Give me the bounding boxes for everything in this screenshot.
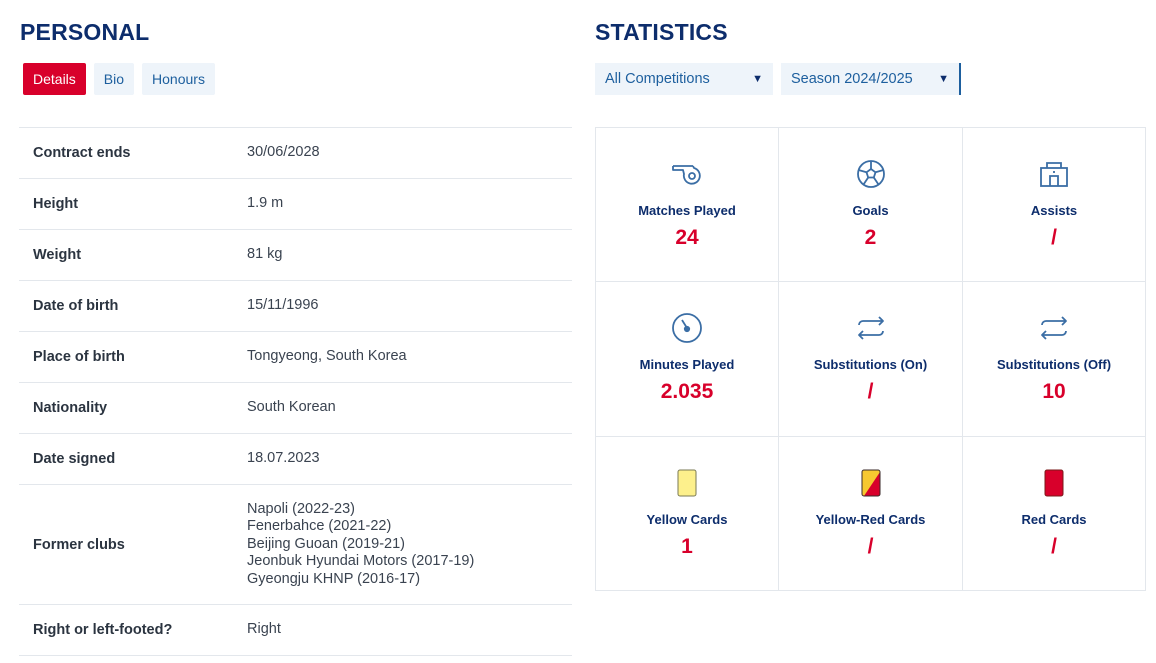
stat-label: Red Cards bbox=[1021, 512, 1087, 527]
stat-value: / bbox=[867, 380, 874, 403]
detail-label: Contract ends bbox=[33, 145, 131, 161]
red-card-icon bbox=[1038, 467, 1070, 499]
season-select[interactable]: Season 2024/2025 ▼ bbox=[781, 63, 961, 95]
substitution-icon bbox=[1038, 312, 1070, 344]
stat-value: / bbox=[1051, 226, 1057, 249]
stat-label: Goals bbox=[852, 203, 889, 218]
whistle-icon bbox=[671, 158, 703, 190]
statistics-filters: All Competitions ▼ Season 2024/2025 ▼ bbox=[595, 63, 961, 95]
former-clubs-list: Napoli (2022-23) Fenerbahce (2021-22) Be… bbox=[247, 501, 474, 589]
detail-label: Place of birth bbox=[33, 349, 125, 365]
competition-select[interactable]: All Competitions ▼ bbox=[595, 63, 773, 95]
stat-yellow-cards: Yellow Cards 1 bbox=[596, 437, 779, 590]
detail-value: 18.07.2023 bbox=[247, 450, 320, 467]
detail-label: Nationality bbox=[33, 400, 108, 416]
statistics-grid: Matches Played 24 Goals 2 bbox=[595, 127, 1146, 591]
season-select-value: Season 2024/2025 bbox=[791, 71, 913, 87]
former-club-item: Gyeongju KHNP (2016-17) bbox=[247, 570, 421, 587]
tab-honours[interactable]: Honours bbox=[142, 63, 215, 95]
personal-section-title: PERSONAL bbox=[20, 19, 150, 45]
detail-value: 30/06/2028 bbox=[247, 144, 320, 161]
detail-value: South Korean bbox=[247, 399, 336, 416]
detail-row-former-clubs: Former clubs Napoli (2022-23) Fenerbahce… bbox=[19, 485, 572, 605]
detail-value: Tongyeong, South Korea bbox=[247, 348, 407, 365]
statistics-section-title: STATISTICS bbox=[595, 19, 728, 45]
former-club-item: Beijing Guoan (2019-21) bbox=[247, 535, 405, 552]
former-club-item: Napoli (2022-23) bbox=[247, 500, 356, 517]
detail-row-nationality: Nationality South Korean bbox=[19, 383, 572, 434]
detail-label: Weight bbox=[33, 247, 82, 263]
tab-details[interactable]: Details bbox=[23, 63, 86, 95]
stat-substitutions-on: Substitutions (On) / bbox=[779, 282, 963, 437]
detail-row-place-of-birth: Place of birth Tongyeong, South Korea bbox=[19, 332, 572, 383]
detail-label: Height bbox=[33, 196, 79, 212]
yellow-card-icon bbox=[671, 467, 703, 499]
stat-label: Matches Played bbox=[638, 203, 736, 218]
stat-label: Substitutions (Off) bbox=[996, 357, 1112, 372]
stat-substitutions-off: Substitutions (Off) 10 bbox=[963, 282, 1145, 437]
competition-select-value: All Competitions bbox=[605, 71, 710, 87]
detail-label: Date of birth bbox=[33, 298, 119, 314]
substitution-icon bbox=[855, 312, 887, 344]
stat-goals: Goals 2 bbox=[779, 128, 963, 282]
former-club-item: Jeonbuk Hyundai Motors (2017-19) bbox=[247, 553, 475, 570]
detail-value: 81 kg bbox=[247, 246, 283, 263]
detail-row-height: Height 1.9 m bbox=[19, 179, 572, 230]
detail-value: 15/11/1996 bbox=[247, 297, 319, 314]
stat-label: Yellow Cards bbox=[646, 512, 728, 527]
stat-value: 1 bbox=[681, 535, 693, 558]
detail-value: Right bbox=[247, 621, 281, 638]
stat-matches-played: Matches Played 24 bbox=[596, 128, 779, 282]
stat-value: 24 bbox=[675, 226, 699, 249]
detail-label: Date signed bbox=[33, 451, 116, 467]
detail-row-weight: Weight 81 kg bbox=[19, 230, 572, 281]
tab-bio[interactable]: Bio bbox=[93, 63, 135, 95]
stat-yellow-red-cards: Yellow-Red Cards / bbox=[779, 437, 963, 590]
stat-label: Substitutions (On) bbox=[813, 357, 928, 372]
stat-red-cards: Red Cards / bbox=[963, 437, 1145, 590]
chevron-down-icon: ▼ bbox=[752, 73, 763, 85]
detail-row-footed: Right or left-footed? Right bbox=[19, 605, 572, 656]
detail-value: 1.9 m bbox=[247, 195, 284, 212]
personal-details-table: Contract ends 30/06/2028 Height 1.9 m We… bbox=[19, 127, 572, 656]
detail-row-contract-ends: Contract ends 30/06/2028 bbox=[19, 128, 572, 179]
stat-value: / bbox=[867, 535, 874, 558]
detail-label: Former clubs bbox=[33, 536, 125, 553]
goal-assist-icon bbox=[1038, 158, 1070, 190]
former-club-item: Fenerbahce (2021-22) bbox=[247, 518, 392, 535]
stat-value: 2 bbox=[864, 226, 877, 249]
stat-value: 10 bbox=[1042, 380, 1066, 403]
detail-row-date-signed: Date signed 18.07.2023 bbox=[19, 434, 572, 485]
stat-minutes-played: Minutes Played 2.035 bbox=[596, 282, 779, 437]
stat-value: / bbox=[1051, 535, 1057, 558]
detail-row-date-of-birth: Date of birth 15/11/1996 bbox=[19, 281, 572, 332]
yellow-red-card-icon bbox=[855, 467, 887, 499]
stat-label: Assists bbox=[1030, 203, 1078, 218]
stat-label: Minutes Played bbox=[639, 357, 735, 372]
stat-assists: Assists / bbox=[963, 128, 1145, 282]
ball-icon bbox=[855, 158, 887, 190]
stopwatch-icon bbox=[671, 312, 703, 344]
personal-tabs: Details Bio Honours bbox=[23, 63, 215, 95]
stat-value: 2.035 bbox=[660, 380, 714, 403]
chevron-down-icon: ▼ bbox=[938, 73, 949, 85]
detail-label: Right or left-footed? bbox=[33, 622, 173, 638]
stat-label: Yellow-Red Cards bbox=[815, 512, 926, 527]
